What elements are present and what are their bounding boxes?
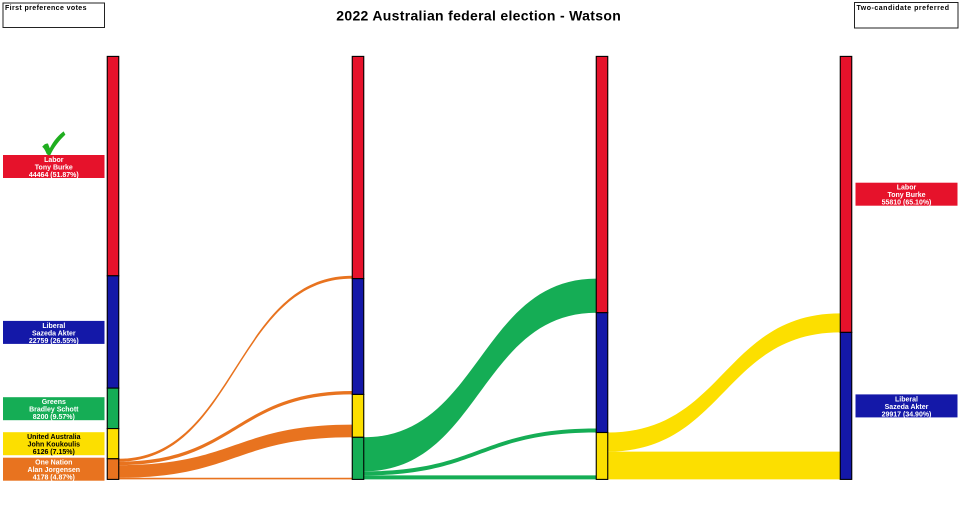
svg-text:First preference votes: First preference votes [5, 5, 87, 12]
svg-text:One Nation: One Nation [35, 460, 72, 467]
svg-text:8200 (9.57%): 8200 (9.57%) [33, 414, 75, 421]
svg-text:Sazeda Akter: Sazeda Akter [885, 404, 929, 411]
svg-text:4178 (4.87%): 4178 (4.87%) [33, 475, 75, 482]
svg-text:Labor: Labor [44, 157, 64, 164]
svg-text:Greens: Greens [42, 399, 66, 406]
svg-text:United Australia: United Australia [27, 434, 81, 441]
svg-text:29917 (34.90%): 29917 (34.90%) [882, 411, 932, 418]
svg-text:Bradley Schott: Bradley Schott [29, 407, 79, 414]
svg-text:2022 Australian federal electi: 2022 Australian federal election - Watso… [336, 8, 621, 24]
svg-text:55810 (65.10%): 55810 (65.10%) [882, 200, 932, 207]
svg-text:Liberal: Liberal [42, 323, 65, 330]
svg-text:Alan Jorgensen: Alan Jorgensen [28, 467, 81, 474]
svg-text:44464 (51.87%): 44464 (51.87%) [29, 172, 79, 179]
svg-text:Liberal: Liberal [895, 396, 918, 403]
svg-text:Labor: Labor [897, 185, 917, 192]
svg-text:Tony Burke: Tony Burke [888, 192, 926, 199]
svg-text:6126 (7.15%): 6126 (7.15%) [33, 449, 75, 456]
svg-text:John Koukoulis: John Koukoulis [28, 442, 81, 449]
svg-text:Sazeda Akter: Sazeda Akter [32, 330, 76, 337]
svg-text:Tony Burke: Tony Burke [35, 164, 73, 171]
svg-text:22759 (26.55%): 22759 (26.55%) [29, 338, 79, 345]
svg-text:Two-candidate preferred: Two-candidate preferred [857, 5, 950, 12]
